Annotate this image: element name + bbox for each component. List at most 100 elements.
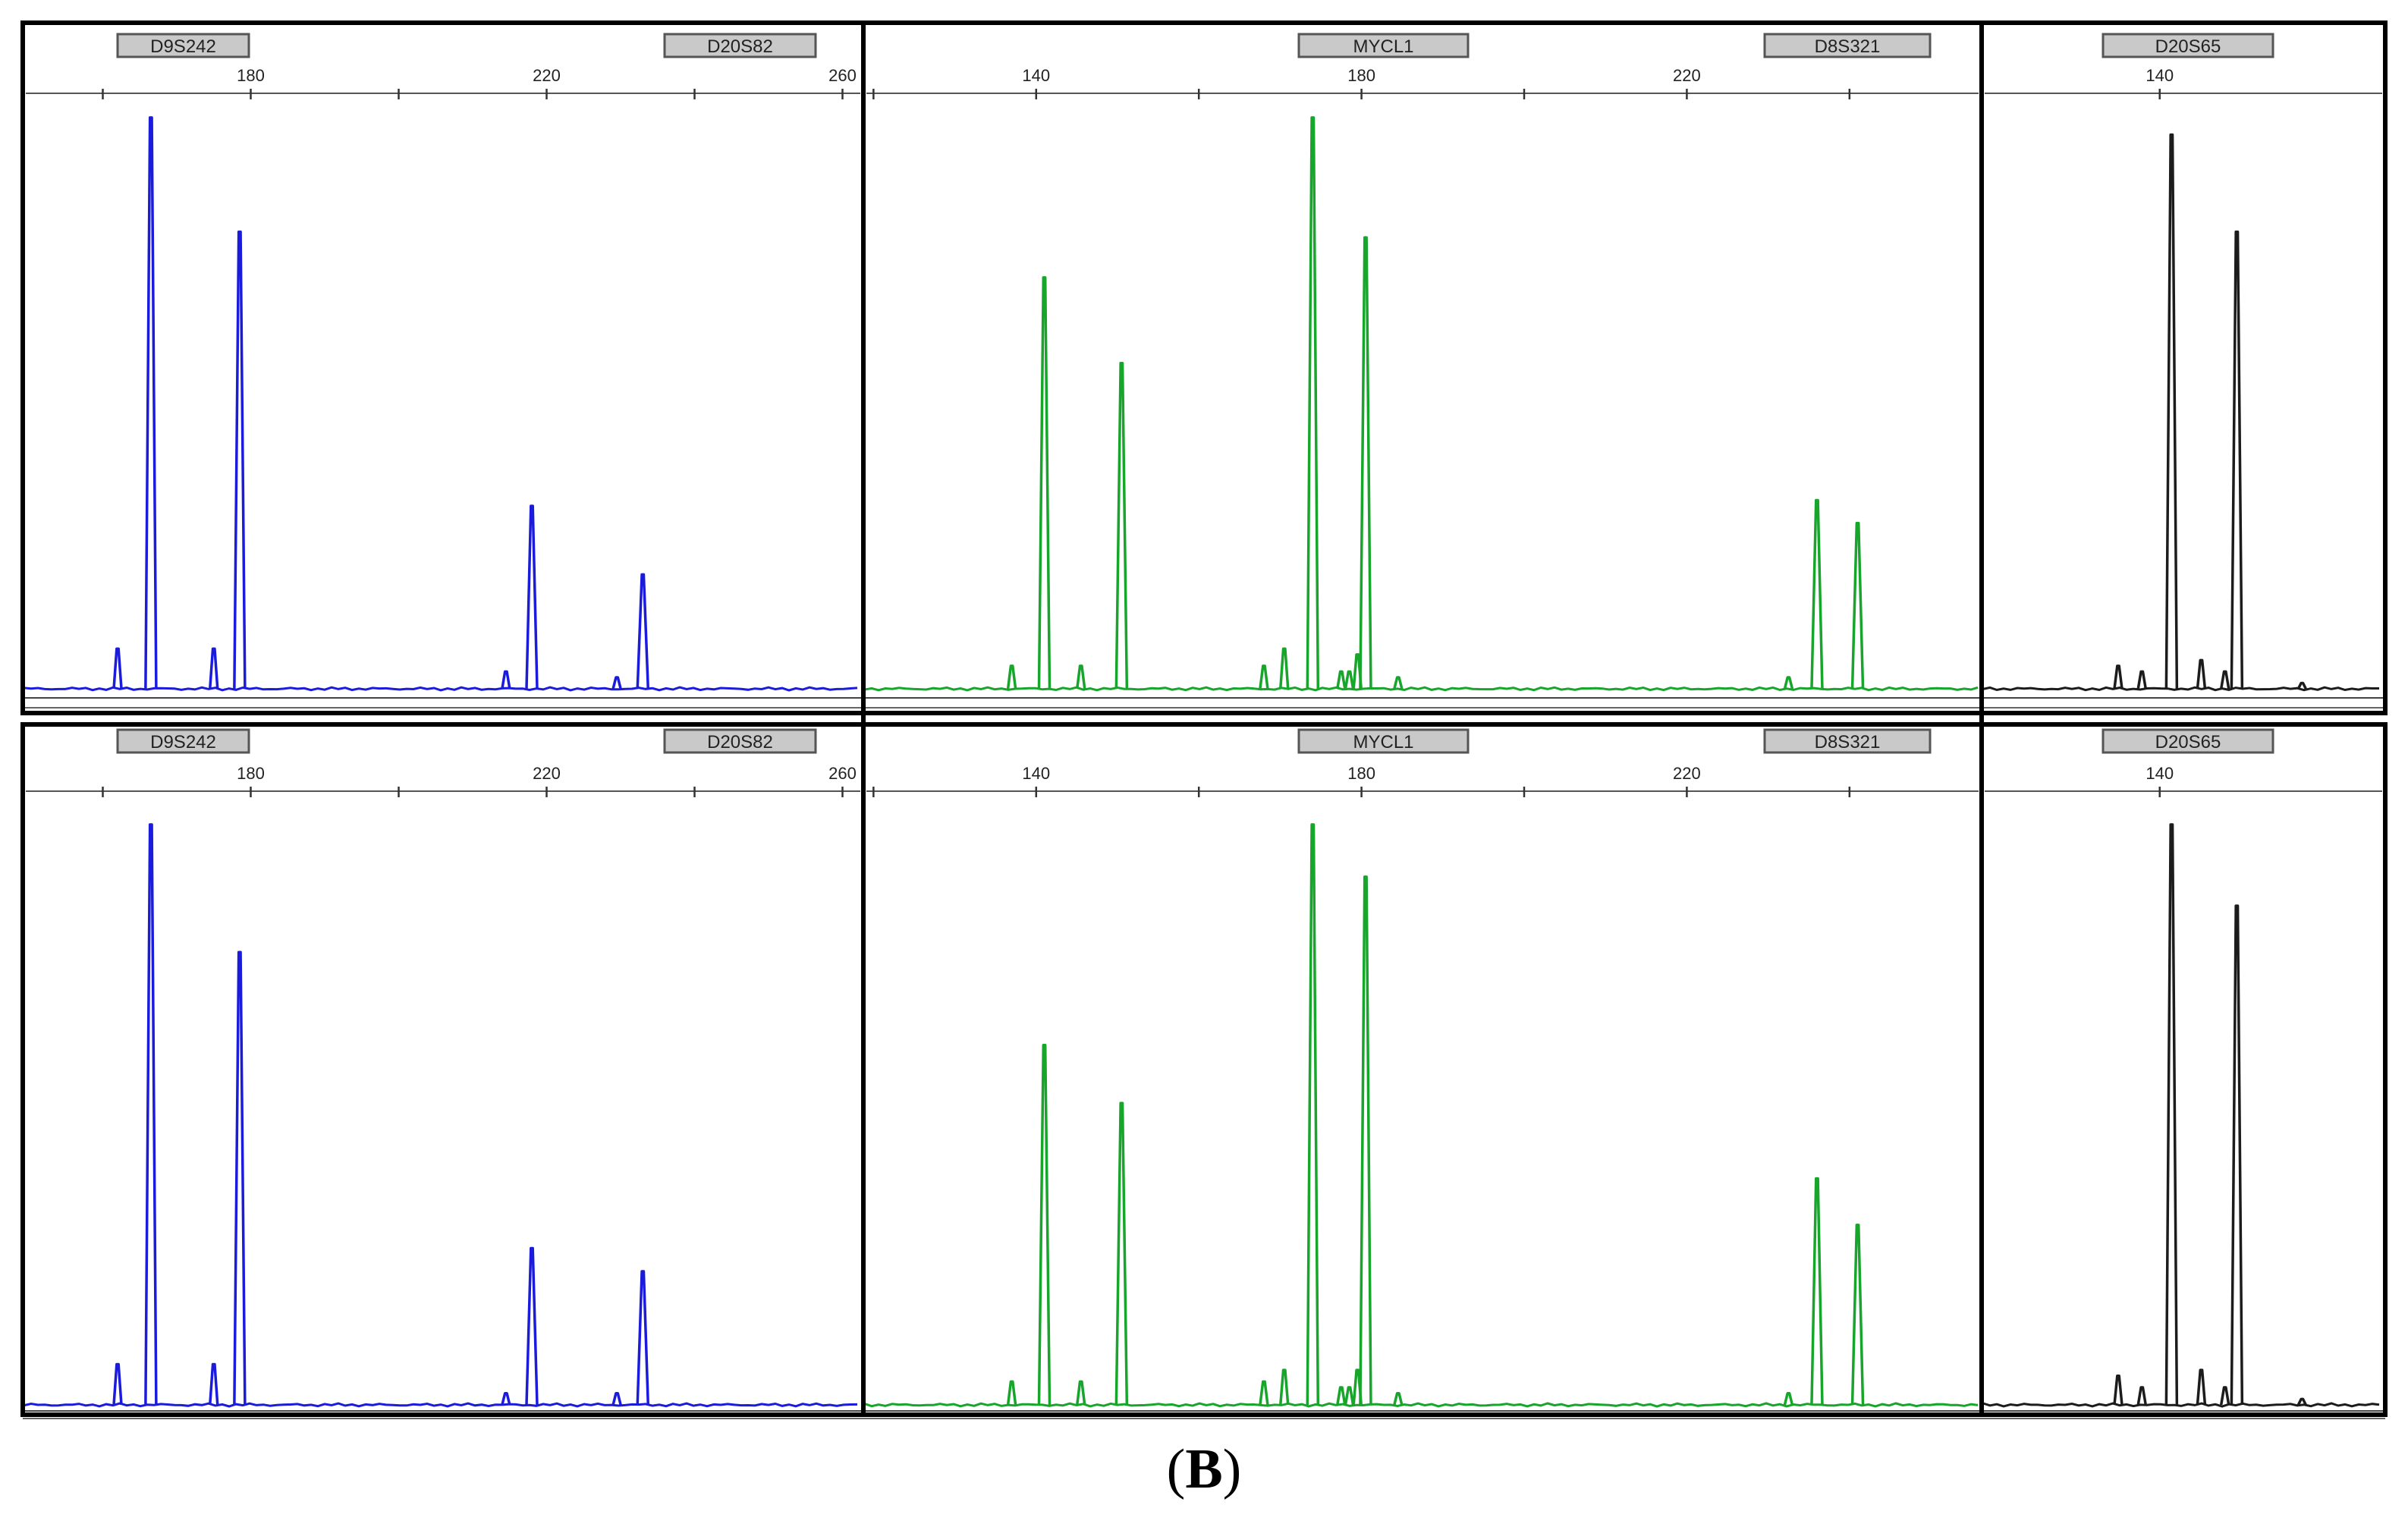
size-tick-label: 140 bbox=[1022, 764, 1050, 783]
panel-top-right: D20S65 140 bbox=[1982, 33, 2385, 709]
marker-label-box bbox=[663, 728, 817, 754]
trace-baseline bbox=[863, 686, 1979, 692]
allele-peak bbox=[2113, 1375, 2124, 1406]
allele-peak bbox=[611, 676, 622, 690]
allele-peak bbox=[1037, 276, 1052, 690]
allele-peak bbox=[1344, 670, 1355, 690]
allele-peak bbox=[501, 670, 511, 690]
allele-peak bbox=[2164, 133, 2179, 690]
figure-caption: (B) bbox=[0, 1437, 2408, 1502]
size-tick-label: 140 bbox=[1022, 66, 1050, 85]
allele-peak bbox=[1279, 1368, 1290, 1406]
marker-label-box bbox=[663, 33, 817, 58]
marker-label: D9S242 bbox=[116, 33, 250, 58]
allele-peak bbox=[1359, 875, 1372, 1406]
marker-label-box bbox=[2101, 33, 2274, 58]
allele-peak bbox=[209, 647, 219, 690]
allele-peak bbox=[1810, 498, 1824, 690]
allele-peak bbox=[1344, 1386, 1355, 1406]
allele-peak bbox=[2136, 1386, 2147, 1406]
allele-peak bbox=[1393, 1391, 1404, 1406]
size-tick-label: 140 bbox=[2146, 764, 2174, 783]
allele-peak bbox=[1359, 236, 1372, 690]
allele-peak bbox=[1336, 670, 1347, 690]
allele-peak bbox=[144, 116, 158, 690]
allele-peak bbox=[1076, 665, 1086, 690]
allele-peak bbox=[1393, 676, 1404, 690]
allele-peak bbox=[209, 1362, 219, 1406]
marker-label: D20S82 bbox=[663, 728, 817, 754]
size-tick-label: 180 bbox=[237, 764, 265, 783]
allele-peak bbox=[1076, 1380, 1086, 1406]
marker-label: D8S321 bbox=[1763, 33, 1932, 58]
panel-top-middle: MYCL1 D8S321 140 180 220 bbox=[863, 33, 1982, 709]
marker-label-text: D20S65 bbox=[2155, 732, 2221, 753]
allele-peak bbox=[1850, 521, 1865, 690]
panel-top-left: D9S242 D20S82 180 220 260 bbox=[23, 33, 863, 709]
size-tick-label: 140 bbox=[2146, 66, 2174, 85]
allele-peak bbox=[1306, 823, 1320, 1406]
panel-bottom-right: D20S65 140 bbox=[1982, 728, 2385, 1419]
allele-peak bbox=[1114, 362, 1129, 690]
allele-peak bbox=[525, 1246, 539, 1406]
allele-peak bbox=[2220, 1386, 2230, 1406]
caption-open: ( bbox=[1166, 1438, 1186, 1500]
marker-label-text: D20S82 bbox=[707, 732, 773, 753]
marker-label: D8S321 bbox=[1763, 728, 1932, 754]
allele-peak bbox=[1810, 1177, 1824, 1406]
allele-peak bbox=[2196, 1368, 2207, 1406]
marker-label-text: D8S321 bbox=[1815, 732, 1881, 753]
marker-label-text: D9S242 bbox=[150, 36, 216, 57]
marker-label: D9S242 bbox=[116, 728, 250, 754]
size-tick-label: 180 bbox=[1347, 764, 1375, 783]
panel-row-border bbox=[20, 20, 2388, 715]
caption-close: ) bbox=[1222, 1438, 1242, 1500]
panel-borders bbox=[20, 20, 2388, 1417]
marker-label-box bbox=[1297, 33, 1470, 58]
allele-peak bbox=[2164, 823, 2179, 1406]
panel-bottom-left: D9S242 D20S82 180 220 260 bbox=[23, 728, 863, 1419]
marker-label-text: MYCL1 bbox=[1353, 732, 1413, 753]
marker-label-text: D9S242 bbox=[150, 732, 216, 753]
marker-label-box bbox=[116, 33, 250, 58]
allele-peak bbox=[525, 504, 539, 690]
marker-label-text: D20S82 bbox=[707, 36, 773, 57]
marker-label: D20S65 bbox=[2101, 33, 2274, 58]
allele-peak bbox=[636, 1270, 649, 1406]
size-tick-label: 180 bbox=[237, 66, 265, 85]
marker-label: D20S82 bbox=[663, 33, 817, 58]
allele-peak bbox=[233, 230, 247, 690]
marker-label: D20S65 bbox=[2101, 728, 2274, 754]
marker-label-box bbox=[1763, 33, 1932, 58]
allele-peak bbox=[2220, 670, 2230, 690]
allele-peak bbox=[2230, 904, 2244, 1406]
allele-peak bbox=[501, 1391, 511, 1406]
marker-label-box bbox=[1297, 728, 1470, 754]
allele-peak bbox=[1037, 1043, 1052, 1406]
allele-peak bbox=[1006, 665, 1017, 690]
allele-peak bbox=[2230, 230, 2244, 690]
marker-label: MYCL1 bbox=[1297, 728, 1470, 754]
trace-baseline bbox=[1982, 686, 2379, 692]
size-tick-label: 220 bbox=[533, 66, 561, 85]
trace-baseline bbox=[23, 686, 858, 692]
marker-label-text: D8S321 bbox=[1815, 36, 1881, 57]
marker-label: MYCL1 bbox=[1297, 33, 1470, 58]
allele-peak bbox=[1006, 1380, 1017, 1406]
marker-label-text: D20S65 bbox=[2155, 36, 2221, 57]
panel-row-border bbox=[20, 722, 2388, 1417]
trace-baseline bbox=[1982, 1401, 2380, 1408]
size-tick-label: 220 bbox=[1673, 764, 1701, 783]
allele-peak bbox=[2196, 658, 2207, 690]
allele-peak bbox=[1306, 116, 1320, 690]
allele-peak bbox=[1336, 1386, 1347, 1406]
size-tick-label: 180 bbox=[1347, 66, 1375, 85]
allele-peak bbox=[2296, 1397, 2307, 1406]
size-tick-label: 220 bbox=[1673, 66, 1701, 85]
caption-letter: B bbox=[1185, 1438, 1223, 1500]
allele-peak bbox=[611, 1391, 622, 1406]
allele-peak bbox=[2113, 665, 2124, 690]
trace-baseline bbox=[23, 1402, 858, 1408]
allele-peak bbox=[1783, 1391, 1794, 1406]
marker-label-text: MYCL1 bbox=[1353, 36, 1413, 57]
